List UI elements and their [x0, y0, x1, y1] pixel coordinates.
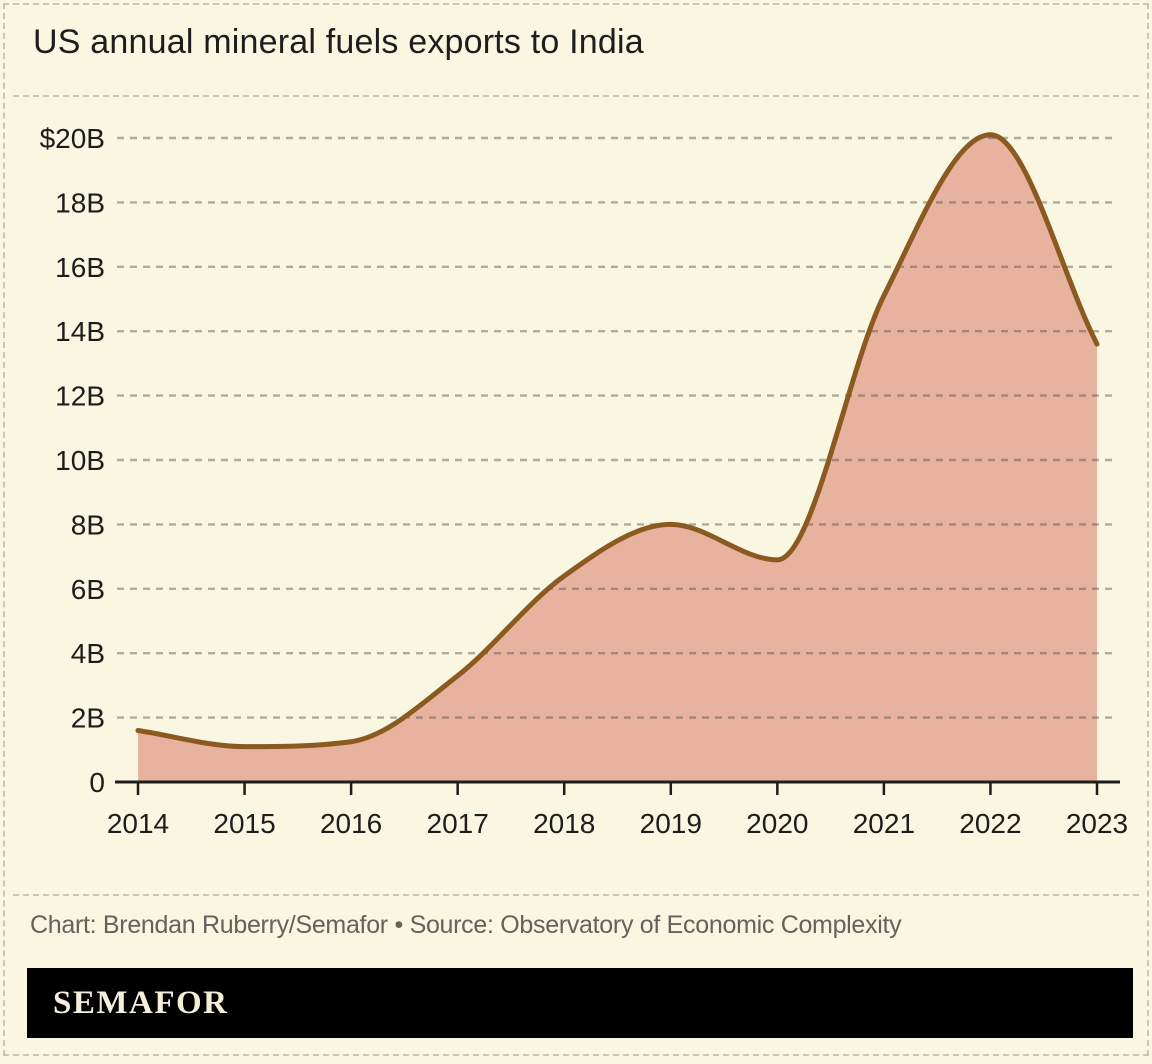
x-tick-label: 2016: [320, 808, 382, 839]
footer-divider: [13, 894, 1139, 896]
y-tick-label: 14B: [55, 316, 105, 347]
y-tick-label: 12B: [55, 381, 105, 412]
semafor-logo: SEMAFOR: [53, 985, 229, 1022]
y-tick-label: 4B: [71, 638, 105, 669]
semafor-logo-bar: SEMAFOR: [27, 968, 1133, 1038]
x-tick-label: 2021: [853, 808, 915, 839]
x-tick-label: 2022: [959, 808, 1021, 839]
x-tick-label: 2019: [640, 808, 702, 839]
x-tick-label: 2015: [213, 808, 275, 839]
x-tick-label: 2018: [533, 808, 595, 839]
y-tick-label: 18B: [55, 187, 105, 218]
chart-card: US annual mineral fuels exports to India…: [3, 3, 1149, 1056]
x-tick-label: 2014: [107, 808, 169, 839]
chart-credit: Chart: Brendan Ruberry/Semafor • Source:…: [30, 911, 901, 940]
y-tick-label: 10B: [55, 445, 105, 476]
y-tick-label: 0: [89, 767, 105, 798]
y-tick-label: 2B: [71, 703, 105, 734]
area-chart: 0 2B 4B 6B 8B 10B 12B 14B 16B 18B $20B 2014 2015 2016…: [5, 5, 1152, 1064]
x-tick-label: 2020: [746, 808, 808, 839]
y-tick-label: 16B: [55, 252, 105, 283]
y-tick-label: 8B: [71, 509, 105, 540]
y-tick-label: $20B: [40, 123, 105, 154]
x-tick-label: 2023: [1066, 808, 1128, 839]
y-tick-label: 6B: [71, 574, 105, 605]
x-tick-label: 2017: [427, 808, 489, 839]
area-fill: [138, 135, 1097, 782]
